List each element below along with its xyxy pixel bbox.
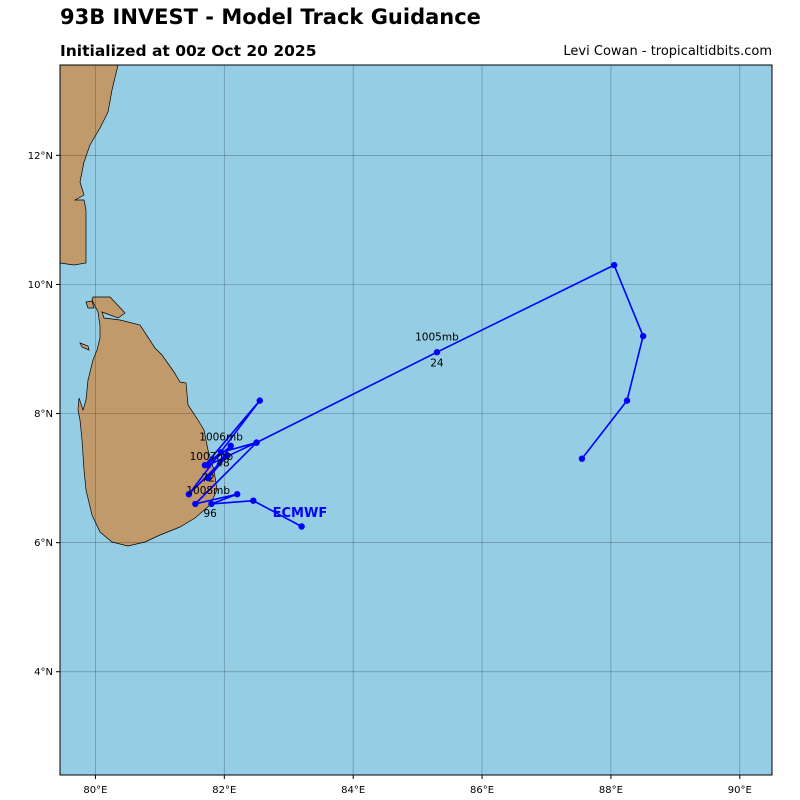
page-title: 93B INVEST - Model Track Guidance xyxy=(60,5,481,29)
track-point xyxy=(610,261,618,269)
track-point xyxy=(224,452,231,459)
track-annotation: 72 xyxy=(202,472,215,484)
model-label: ECMWF xyxy=(273,506,328,521)
map-frame xyxy=(59,64,773,776)
track-line xyxy=(188,264,644,528)
islet xyxy=(79,342,90,351)
track-annotation: 1007mb xyxy=(190,451,234,463)
track-point xyxy=(623,397,631,404)
lon-tick-label: 88°E xyxy=(599,785,623,796)
track-point xyxy=(253,439,260,446)
lat-tick-label: 4°N xyxy=(34,667,53,678)
lon-tick-label: 80°E xyxy=(83,785,107,796)
track-point xyxy=(204,474,212,482)
track-point xyxy=(578,455,586,462)
track-point xyxy=(208,500,215,508)
track-point xyxy=(298,523,305,530)
lon-tick-label: 90°E xyxy=(728,785,752,796)
track-point xyxy=(250,497,257,504)
lon-tick-label: 82°E xyxy=(212,785,236,796)
track-point xyxy=(185,491,193,498)
track-point xyxy=(217,449,225,456)
lon-tick-label: 86°E xyxy=(470,785,494,796)
track-annotation: 1006mb xyxy=(199,432,243,444)
track-annotation: 1008mb xyxy=(186,485,230,497)
track-annotation: 1005mb xyxy=(415,332,459,344)
track-point xyxy=(227,442,234,450)
credit-text: Levi Cowan - tropicaltidbits.com xyxy=(563,44,772,59)
lat-tick-label: 6°N xyxy=(34,538,53,549)
track-annotation: 96 xyxy=(203,508,217,520)
lat-tick-label: 8°N xyxy=(34,409,53,420)
track-point xyxy=(233,491,241,498)
track-annotation: 48 xyxy=(216,457,229,469)
track-point xyxy=(201,461,209,469)
islet xyxy=(85,300,95,309)
track-point xyxy=(433,349,441,356)
ecmwf-track xyxy=(185,261,647,530)
india-landmass xyxy=(60,65,119,266)
sri-lanka-landmass xyxy=(77,296,218,547)
lat-tick-label: 12°N xyxy=(28,151,53,162)
track-annotation: 24 xyxy=(430,357,444,369)
track-point xyxy=(639,332,647,340)
init-time-subtitle: Initialized at 00z Oct 20 2025 xyxy=(60,42,317,60)
grid-lines xyxy=(60,65,772,775)
lon-tick-label: 84°E xyxy=(341,785,365,796)
axis-ticks: 80°E 82°E 84°E 86°E 88°E 90°E 4°N 6°N 8°N 10°N 12°… xyxy=(28,151,752,796)
track-point xyxy=(192,500,199,508)
lat-tick-label: 10°N xyxy=(28,280,53,291)
track-point xyxy=(256,397,263,404)
